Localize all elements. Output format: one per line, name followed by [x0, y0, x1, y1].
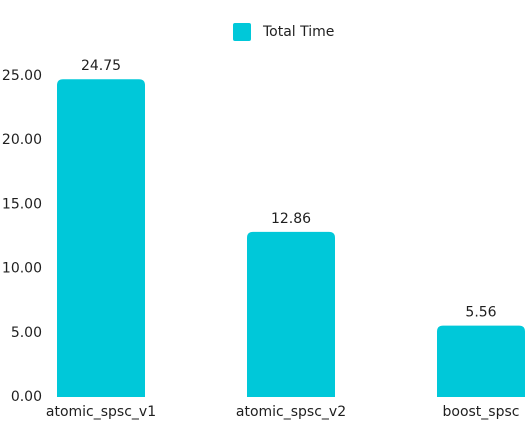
y-tick-label: 5.00: [11, 325, 42, 341]
y-tick-label: 20.00: [2, 132, 42, 148]
x-tick-label: atomic_spsc_v2: [236, 404, 346, 420]
bar: [247, 231, 335, 397]
x-tick-label: atomic_spsc_v1: [46, 404, 156, 420]
bar: [437, 325, 525, 397]
legend-swatch: [233, 23, 251, 41]
value-label: 12.86: [271, 211, 311, 227]
y-tick-label: 0.00: [11, 389, 42, 405]
y-tick-label: 25.00: [2, 68, 42, 84]
legend-label: Total Time: [262, 24, 334, 40]
value-label: 5.56: [465, 305, 496, 321]
y-tick-label: 10.00: [2, 261, 42, 277]
x-tick-label: boost_spsc: [443, 404, 520, 420]
y-tick-label: 15.00: [2, 196, 42, 212]
bar: [57, 79, 145, 398]
value-label: 24.75: [81, 58, 121, 74]
